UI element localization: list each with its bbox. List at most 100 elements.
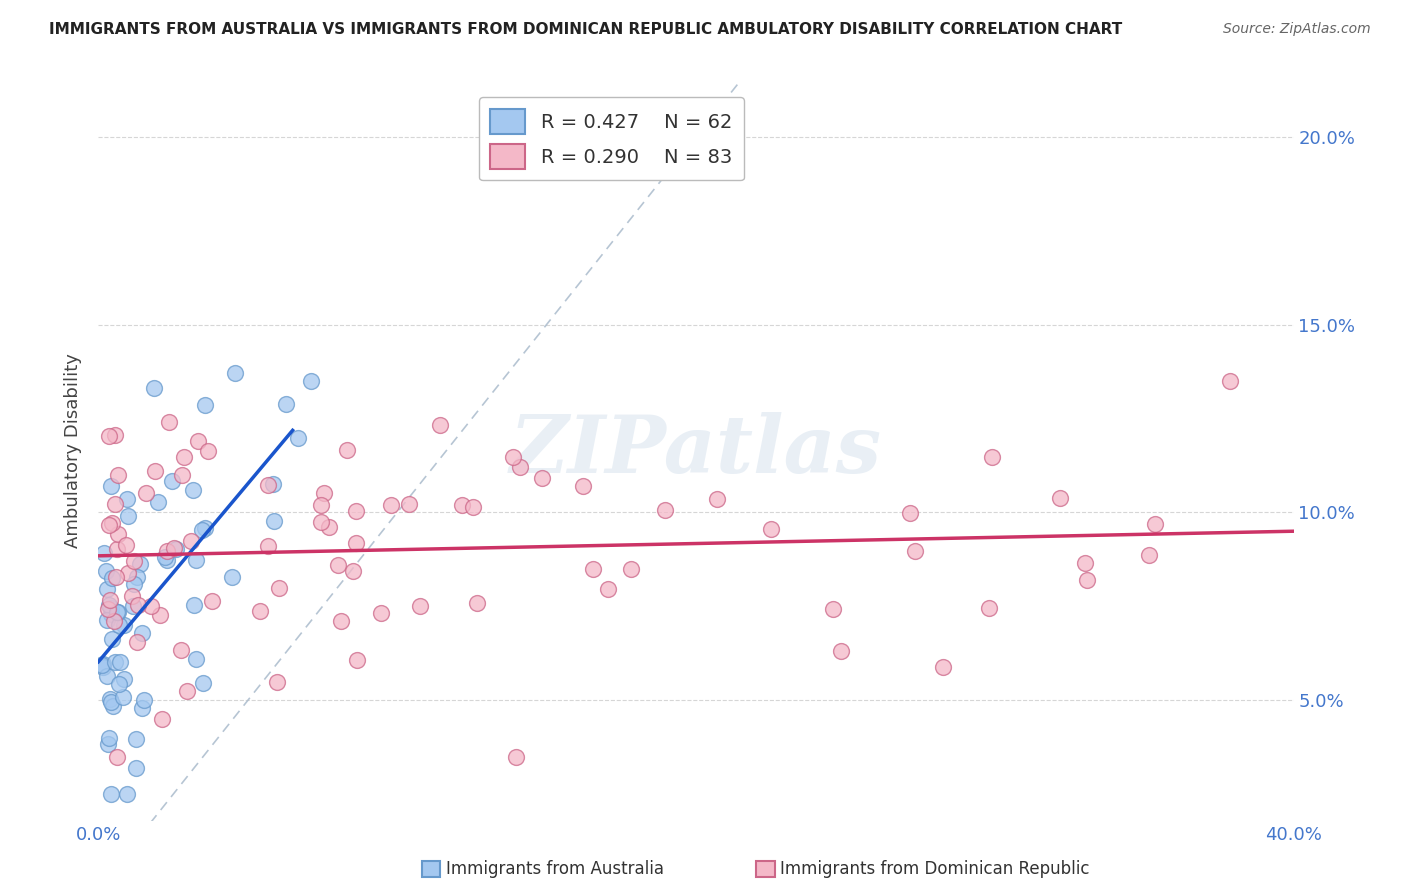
- Point: [117, 508, 139, 523]
- Point: [761, 523, 783, 537]
- Point: [170, 643, 193, 657]
- Text: IMMIGRANTS FROM AUSTRALIA VS IMMIGRANTS FROM DOMINICAN REPUBLIC AMBULATORY DISAB: IMMIGRANTS FROM AUSTRALIA VS IMMIGRANTS …: [49, 22, 1122, 37]
- Point: [96, 613, 118, 627]
- Point: [96, 582, 118, 596]
- Point: [125, 635, 148, 649]
- Point: [187, 434, 209, 448]
- Point: [654, 503, 676, 517]
- Point: [269, 581, 291, 595]
- Point: [101, 516, 124, 530]
- Point: [127, 598, 149, 612]
- Point: [170, 468, 193, 483]
- Point: [328, 558, 350, 573]
- Point: [131, 626, 153, 640]
- Point: [344, 504, 367, 518]
- Point: [105, 570, 128, 584]
- Point: [117, 788, 139, 802]
- Point: [932, 660, 955, 674]
- Point: [981, 450, 1004, 464]
- Point: [314, 486, 336, 500]
- Point: [342, 565, 364, 579]
- Point: [221, 570, 243, 584]
- Point: [104, 428, 127, 442]
- Point: [146, 494, 169, 508]
- Point: [97, 737, 120, 751]
- Point: [898, 506, 921, 520]
- Point: [176, 684, 198, 698]
- Point: [160, 474, 183, 488]
- Point: [97, 517, 120, 532]
- Point: [1137, 548, 1160, 562]
- Point: [112, 690, 135, 704]
- Point: [98, 592, 121, 607]
- Point: [91, 657, 114, 671]
- Y-axis label: Ambulatory Disability: Ambulatory Disability: [65, 353, 83, 548]
- Point: [105, 605, 128, 619]
- Point: [103, 614, 125, 628]
- Point: [100, 479, 122, 493]
- Point: [98, 599, 121, 613]
- Point: [122, 599, 145, 613]
- Legend: R = 0.427    N = 62, R = 0.290    N = 83: R = 0.427 N = 62, R = 0.290 N = 83: [478, 97, 744, 180]
- Point: [142, 380, 165, 394]
- Point: [124, 731, 146, 746]
- Point: [100, 695, 122, 709]
- Point: [117, 491, 139, 506]
- Point: [122, 577, 145, 591]
- Point: [149, 608, 172, 623]
- Point: [100, 601, 122, 615]
- Point: [100, 632, 122, 647]
- Point: [596, 582, 619, 596]
- Point: [100, 788, 122, 802]
- Point: [266, 675, 288, 690]
- Point: [257, 477, 280, 491]
- Point: [94, 565, 117, 579]
- Point: [97, 731, 120, 745]
- Point: [344, 535, 367, 549]
- Point: [180, 533, 202, 548]
- Point: [108, 655, 131, 669]
- Point: [121, 589, 143, 603]
- Point: [157, 415, 180, 429]
- Point: [129, 557, 152, 571]
- Point: [101, 699, 124, 714]
- Point: [1073, 557, 1095, 571]
- Point: [224, 366, 246, 380]
- Point: [155, 553, 177, 567]
- Point: [194, 398, 217, 412]
- Point: [336, 443, 359, 458]
- Text: Source: ZipAtlas.com: Source: ZipAtlas.com: [1223, 22, 1371, 37]
- Point: [104, 655, 127, 669]
- Point: [191, 524, 214, 538]
- Point: [197, 444, 219, 458]
- Point: [112, 673, 135, 687]
- Point: [429, 417, 451, 432]
- Point: [104, 497, 127, 511]
- Point: [257, 540, 280, 554]
- Point: [101, 572, 124, 586]
- Point: [370, 606, 392, 620]
- Point: [380, 498, 402, 512]
- Point: [184, 652, 207, 666]
- Point: [249, 604, 271, 618]
- Point: [193, 676, 215, 690]
- Text: Immigrants from Australia: Immigrants from Australia: [446, 860, 664, 878]
- Point: [318, 520, 340, 534]
- Point: [505, 749, 527, 764]
- Point: [107, 468, 129, 483]
- Point: [153, 550, 176, 565]
- Point: [1144, 517, 1167, 532]
- Point: [465, 596, 488, 610]
- Point: [173, 450, 195, 465]
- Point: [107, 606, 129, 620]
- Point: [274, 396, 297, 410]
- Point: [105, 542, 128, 557]
- Point: [112, 618, 135, 632]
- Point: [531, 470, 554, 484]
- Point: [1076, 574, 1098, 588]
- Point: [582, 562, 605, 576]
- Point: [100, 607, 122, 621]
- Point: [263, 514, 285, 528]
- Point: [124, 553, 146, 567]
- Point: [201, 594, 224, 608]
